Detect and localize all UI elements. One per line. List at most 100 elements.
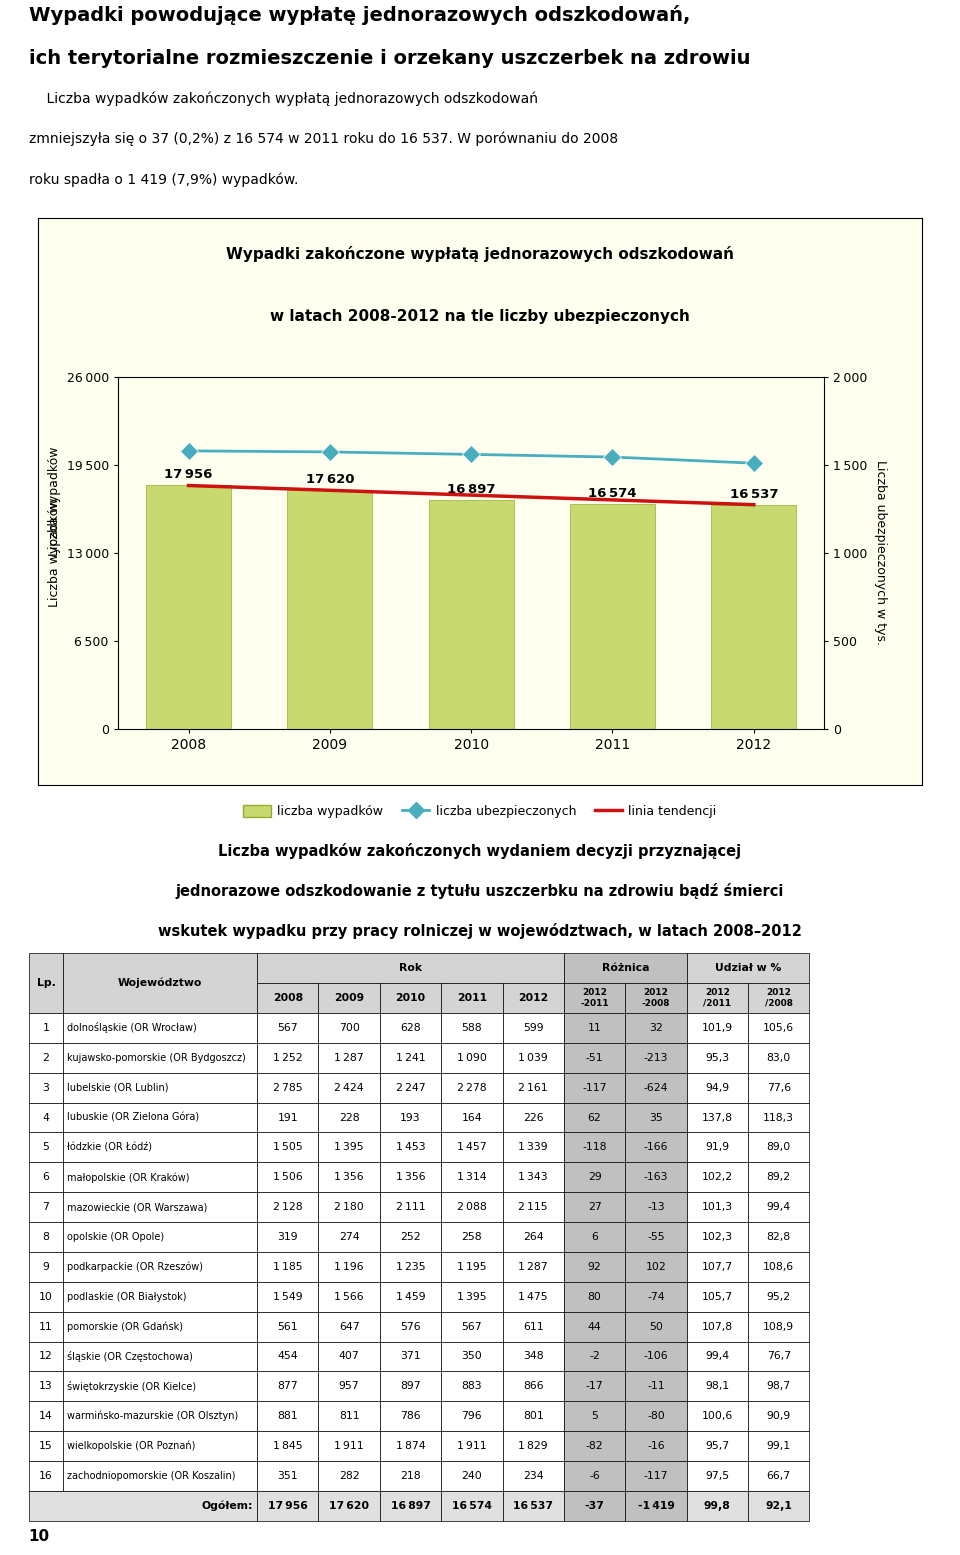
Text: 2 111: 2 111 — [396, 1202, 425, 1213]
Bar — [442, 1222, 503, 1252]
Text: 218: 218 — [400, 1471, 420, 1480]
Bar — [257, 983, 319, 1012]
Text: 14: 14 — [39, 1412, 53, 1421]
Text: śląskie (OR Częstochowa): śląskie (OR Częstochowa) — [66, 1351, 193, 1362]
Bar — [257, 1462, 319, 1491]
Text: 98,1: 98,1 — [706, 1381, 730, 1392]
Bar — [257, 1102, 319, 1132]
Bar — [442, 1372, 503, 1401]
Bar — [63, 1012, 257, 1043]
Bar — [257, 1431, 319, 1462]
Text: podkarpackie (OR Rzeszów): podkarpackie (OR Rzeszów) — [66, 1261, 203, 1272]
Text: dolnośląskie (OR Wrocław): dolnośląskie (OR Wrocław) — [66, 1022, 197, 1034]
Bar — [442, 1462, 503, 1491]
Bar — [748, 1162, 809, 1193]
Bar — [63, 1073, 257, 1102]
Text: 2: 2 — [42, 1053, 49, 1062]
Text: 1 395: 1 395 — [457, 1292, 487, 1302]
Bar — [29, 1401, 63, 1431]
Legend: liczba wypadków, liczba ubezpieczonych, linia tendencji: liczba wypadków, liczba ubezpieczonych, … — [238, 801, 722, 823]
Text: -82: -82 — [586, 1441, 604, 1451]
Text: 2 115: 2 115 — [518, 1202, 548, 1213]
Bar — [380, 1222, 442, 1252]
Bar — [380, 1012, 442, 1043]
Text: 83,0: 83,0 — [767, 1053, 791, 1062]
Bar — [29, 1193, 63, 1222]
Bar — [625, 1312, 686, 1342]
Bar — [686, 1281, 748, 1312]
Bar — [625, 1162, 686, 1193]
Text: 2 424: 2 424 — [334, 1082, 364, 1093]
Bar — [319, 1491, 380, 1521]
Bar — [503, 1462, 564, 1491]
Text: 97,5: 97,5 — [706, 1471, 730, 1480]
Text: 95,2: 95,2 — [767, 1292, 791, 1302]
Bar — [319, 1372, 380, 1401]
Text: 1 287: 1 287 — [518, 1261, 548, 1272]
Text: -6: -6 — [589, 1471, 600, 1480]
Text: 108,6: 108,6 — [763, 1261, 794, 1272]
Bar — [625, 1073, 686, 1102]
Text: 957: 957 — [339, 1381, 359, 1392]
Bar — [380, 1312, 442, 1342]
Text: 1 287: 1 287 — [334, 1053, 364, 1062]
Text: Liczba wypadków zakończonych wypłatą jednorazowych odszkodowań: Liczba wypadków zakończonych wypłatą jed… — [29, 92, 538, 106]
Text: -163: -163 — [644, 1172, 668, 1182]
Bar — [29, 1162, 63, 1193]
Bar — [564, 1281, 625, 1312]
Text: 17 620: 17 620 — [329, 1501, 370, 1511]
Text: 2011: 2011 — [457, 994, 487, 1003]
Text: 877: 877 — [277, 1381, 299, 1392]
Text: 102,2: 102,2 — [702, 1172, 732, 1182]
Bar — [686, 1342, 748, 1372]
Bar — [319, 1431, 380, 1462]
Text: 2012
/2011: 2012 /2011 — [704, 989, 732, 1008]
Bar — [748, 1073, 809, 1102]
Bar — [564, 1431, 625, 1462]
Bar — [564, 1102, 625, 1132]
Bar — [686, 1491, 748, 1521]
Text: w latach 2008-2012 na tle liczby ubezpieczonych: w latach 2008-2012 na tle liczby ubezpie… — [270, 308, 690, 323]
Text: 102,3: 102,3 — [702, 1232, 732, 1242]
Bar — [63, 1431, 257, 1462]
Bar — [29, 1012, 63, 1043]
Bar — [29, 1222, 63, 1252]
Bar — [29, 1102, 63, 1132]
Text: 99,1: 99,1 — [767, 1441, 791, 1451]
Text: 588: 588 — [462, 1023, 482, 1033]
Text: lubuskie (OR Zielona Góra): lubuskie (OR Zielona Góra) — [66, 1112, 199, 1123]
Bar — [319, 1252, 380, 1281]
Bar — [257, 1401, 319, 1431]
Bar — [429, 499, 514, 728]
Text: 99,4: 99,4 — [767, 1202, 791, 1213]
Bar — [564, 1132, 625, 1162]
Bar — [748, 1372, 809, 1401]
Text: 99,4: 99,4 — [706, 1351, 730, 1362]
Text: 611: 611 — [523, 1322, 543, 1331]
Text: Wypadki powodujące wypłatę jednorazowych odszkodowań,: Wypadki powodujące wypłatę jednorazowych… — [29, 5, 690, 25]
Bar — [257, 1132, 319, 1162]
Text: 1: 1 — [42, 1023, 49, 1033]
Text: wielkopolskie (OR Poznań): wielkopolskie (OR Poznań) — [66, 1441, 195, 1451]
Text: mazowieckie (OR Warszawa): mazowieckie (OR Warszawa) — [66, 1202, 207, 1213]
Bar — [319, 1312, 380, 1342]
Bar — [63, 1312, 257, 1342]
Bar — [63, 1372, 257, 1401]
Text: 10: 10 — [29, 1529, 50, 1544]
Text: 2 180: 2 180 — [334, 1202, 364, 1213]
Text: 66,7: 66,7 — [767, 1471, 791, 1480]
Text: Rok: Rok — [399, 963, 422, 973]
Bar — [63, 953, 257, 1012]
Text: 2012
/2008: 2012 /2008 — [765, 989, 793, 1008]
Bar — [319, 1073, 380, 1102]
Text: -17: -17 — [586, 1381, 604, 1392]
Text: 11: 11 — [39, 1322, 53, 1331]
Bar — [29, 1312, 63, 1342]
Bar — [686, 1043, 748, 1073]
Text: 8: 8 — [42, 1232, 49, 1242]
Text: 29: 29 — [588, 1172, 602, 1182]
Bar — [564, 1462, 625, 1491]
Text: 282: 282 — [339, 1471, 359, 1480]
Bar — [686, 953, 809, 983]
Bar — [503, 1132, 564, 1162]
